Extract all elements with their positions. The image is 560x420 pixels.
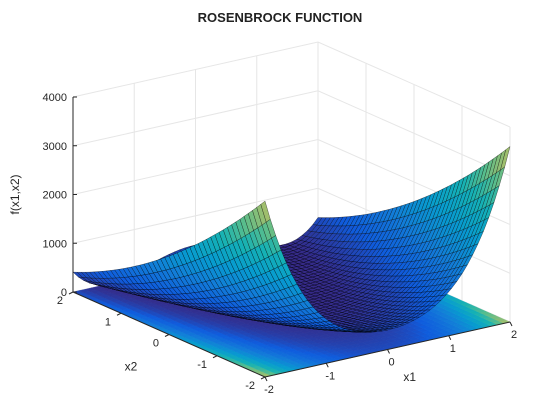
z-axis-label: f(x1,x2) (8, 174, 22, 214)
z-tick-label: 1000 (43, 238, 67, 250)
surface-patch (500, 146, 511, 171)
x-tick (387, 349, 390, 354)
y-axis-label: x2 (125, 360, 138, 374)
x-tick-label: 1 (450, 343, 456, 355)
x-tick-label: 0 (388, 357, 394, 369)
x-tick (264, 376, 268, 382)
y-tick (260, 376, 266, 380)
y-tick-label: 0 (153, 338, 159, 350)
surface-patch (260, 200, 271, 223)
z-tick-label: 0 (61, 287, 67, 299)
x-tick-label: -2 (264, 384, 274, 396)
y-tick (68, 291, 74, 295)
y-tick (164, 334, 170, 337)
x-axis-label: x1 (403, 370, 416, 384)
x-tick-label: 2 (511, 329, 517, 341)
x-tick-label: -1 (325, 370, 335, 382)
y-tick (212, 355, 218, 359)
x-tick (509, 321, 513, 327)
chart-title: ROSENBROCK FUNCTION (197, 10, 363, 25)
x-tick (448, 335, 452, 340)
y-tick-label: 1 (105, 316, 111, 328)
z-tick-label: 3000 (43, 141, 67, 153)
x-tick (325, 363, 329, 368)
z-tick-label: 4000 (43, 92, 67, 104)
y-tick (116, 312, 122, 316)
rosenbrock-surface (72, 146, 511, 333)
y-tick-label: 2 (57, 295, 63, 307)
y-tick-label: -2 (245, 380, 255, 392)
y-tick-label: -1 (197, 359, 207, 371)
z-tick-label: 2000 (43, 190, 67, 202)
